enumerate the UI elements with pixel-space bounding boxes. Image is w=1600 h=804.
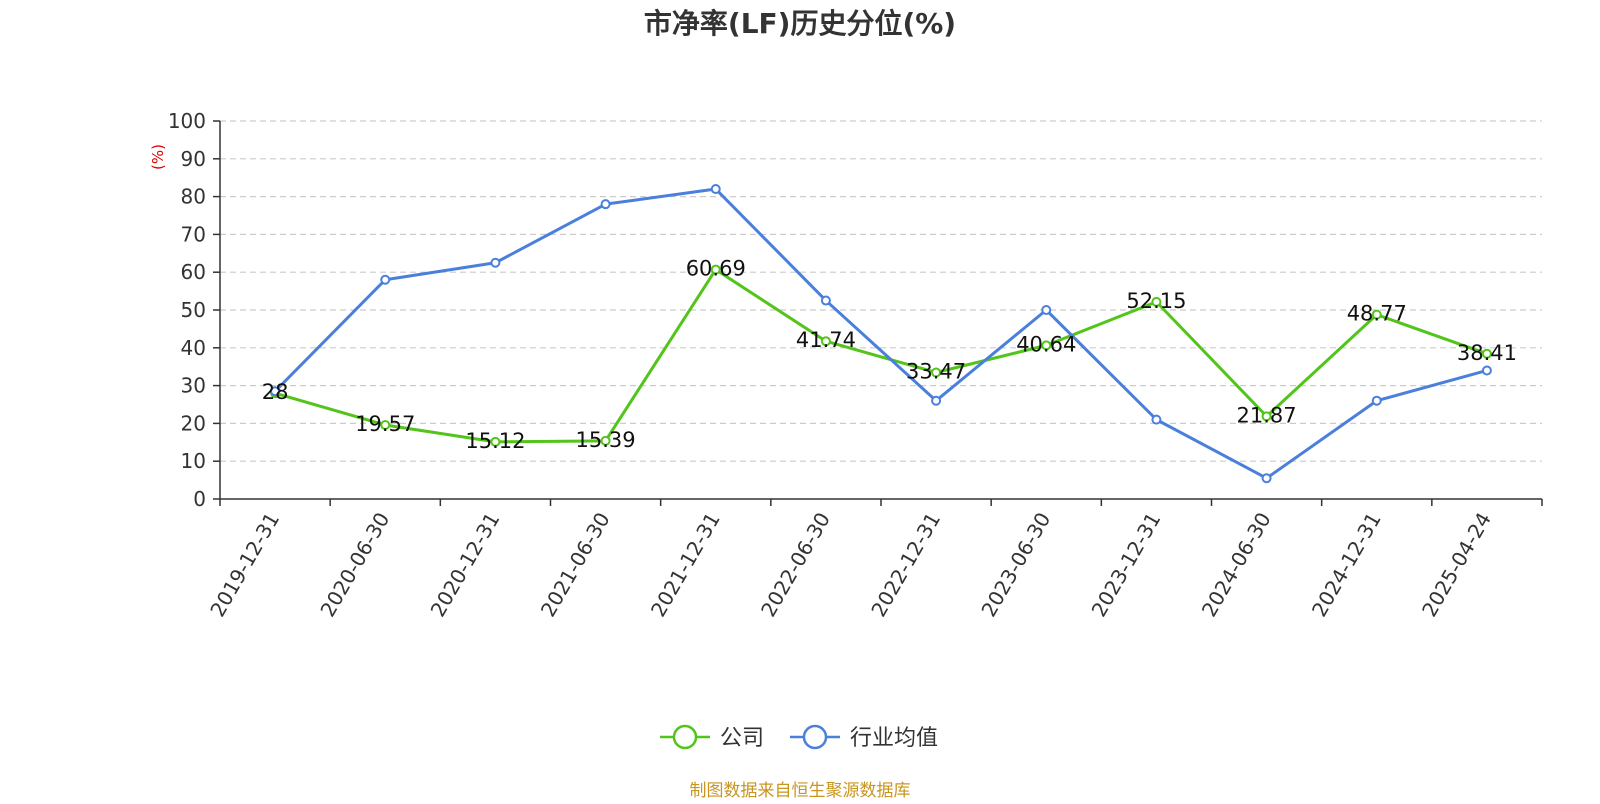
y-tick-label-90: 90 — [181, 147, 206, 171]
axis-layer: 0 10 20 30 40 50 60 70 80 90 100 2019-12-31 2020-06-… — [168, 109, 1543, 621]
data-point-company-2021-06-30[interactable] — [600, 435, 611, 446]
x-tick-label-2021-06-30: 2021-06-30 — [536, 508, 615, 621]
data-label-company-2023-06-30: 40.64 — [1016, 332, 1076, 356]
data-label-company-2023-12-31: 52.15 — [1126, 289, 1186, 313]
data-point-company-2020-12-31[interactable] — [490, 436, 501, 447]
data-label-company-2019-12-31: 28 — [262, 380, 289, 404]
data-label-company-2021-06-30: 15.39 — [576, 428, 636, 452]
y-axis-unit-label: (%) — [149, 144, 167, 170]
x-tick-label-2019-12-31: 2019-12-31 — [205, 508, 284, 621]
data-point-company-2023-06-30[interactable] — [1041, 340, 1052, 351]
data-point-industry-2022-12-31[interactable] — [931, 395, 942, 406]
data-point-industry-2019-12-31[interactable] — [270, 386, 281, 397]
x-tick-label-2023-06-30: 2023-06-30 — [976, 508, 1055, 621]
data-point-company-2024-06-30[interactable] — [1261, 411, 1272, 422]
data-label-company-2022-12-31: 33.47 — [906, 359, 966, 383]
series-company — [270, 264, 1492, 447]
data-point-company-2025-04-24[interactable] — [1481, 348, 1492, 359]
series-line-company — [274, 268, 1488, 444]
x-tick-label-2021-12-31: 2021-12-31 — [646, 508, 725, 621]
x-tick-label-2020-12-31: 2020-12-31 — [426, 508, 505, 621]
y-tick-label-30: 30 — [181, 374, 206, 398]
x-tick-label-2023-12-31: 2023-12-31 — [1087, 508, 1166, 621]
legend-label-company: 公司 — [720, 726, 764, 751]
y-tick-label-0: 0 — [193, 487, 206, 511]
legend-label-industry-average: 行业均值 — [850, 726, 938, 751]
data-point-company-2022-06-30[interactable] — [820, 336, 831, 347]
y-tick-label-80: 80 — [181, 185, 206, 209]
y-tick-label-100: 100 — [168, 109, 206, 133]
x-tick-label-2020-06-30: 2020-06-30 — [315, 508, 394, 621]
legend: 公司 行业均值 — [660, 724, 938, 751]
legend-item-company[interactable]: 公司 — [660, 724, 764, 751]
data-label-company-2021-12-31: 60.69 — [686, 257, 746, 281]
y-tick-label-20: 20 — [181, 411, 206, 435]
data-point-industry-2023-06-30[interactable] — [1041, 305, 1052, 315]
data-label-company-2020-06-30: 19.57 — [355, 412, 415, 436]
source-note: 制图数据来自恒生聚源数据库 — [690, 781, 911, 800]
x-tick-label-2022-06-30: 2022-06-30 — [756, 508, 835, 621]
series-line-industry-average — [274, 187, 1488, 480]
data-point-industry-2024-06-30[interactable] — [1261, 473, 1272, 484]
legend-marker-company — [672, 724, 698, 750]
data-point-industry-2021-06-30[interactable] — [600, 199, 611, 210]
legend-marker-industry-average — [802, 724, 828, 750]
y-tick-label-40: 40 — [181, 336, 206, 360]
data-point-company-2021-12-31[interactable] — [710, 264, 721, 275]
data-label-company-2024-06-30: 21.87 — [1237, 403, 1297, 427]
data-point-company-2023-12-31[interactable] — [1151, 296, 1162, 307]
data-label-company-2025-04-24: 38.41 — [1457, 341, 1517, 365]
grid-layer — [220, 120, 1542, 462]
data-point-industry-2025-04-24[interactable] — [1481, 365, 1492, 376]
data-point-company-2020-06-30[interactable] — [380, 420, 391, 431]
x-tick-label-2025-04-24: 2025-04-24 — [1417, 508, 1496, 621]
data-point-industry-2024-12-31[interactable] — [1371, 395, 1382, 406]
series-industry-average — [270, 184, 1492, 484]
y-tick-label-70: 70 — [181, 222, 206, 246]
data-point-industry-2022-06-30[interactable] — [820, 295, 831, 306]
y-tick-label-60: 60 — [181, 260, 206, 284]
x-tick-label-2024-06-30: 2024-06-30 — [1197, 508, 1276, 621]
data-label-layer: 28 19.57 15.12 15.39 60.69 41.74 33.47 40.64 52.… — [262, 257, 1517, 453]
data-point-industry-2023-12-31[interactable] — [1151, 414, 1162, 425]
y-tick-label-50: 50 — [181, 298, 206, 322]
legend-item-industry-average[interactable]: 行业均值 — [790, 724, 938, 751]
data-point-company-2024-12-31[interactable] — [1371, 309, 1382, 320]
data-point-company-2022-12-31[interactable] — [931, 367, 942, 378]
x-tick-label-2024-12-31: 2024-12-31 — [1307, 508, 1386, 621]
data-point-industry-2020-06-30[interactable] — [380, 274, 391, 285]
data-point-industry-2021-12-31[interactable] — [710, 184, 721, 195]
x-tick-label-2022-12-31: 2022-12-31 — [866, 508, 945, 621]
chart-title: 市净率(LF)历史分位(%) — [644, 7, 956, 40]
data-label-company-2020-12-31: 15.12 — [465, 429, 525, 453]
series-layer — [270, 184, 1492, 484]
data-point-industry-2020-12-31[interactable] — [490, 257, 501, 268]
data-label-company-2022-06-30: 41.74 — [796, 328, 856, 352]
data-label-company-2024-12-31: 48.77 — [1347, 302, 1407, 326]
y-tick-label-10: 10 — [181, 449, 206, 473]
